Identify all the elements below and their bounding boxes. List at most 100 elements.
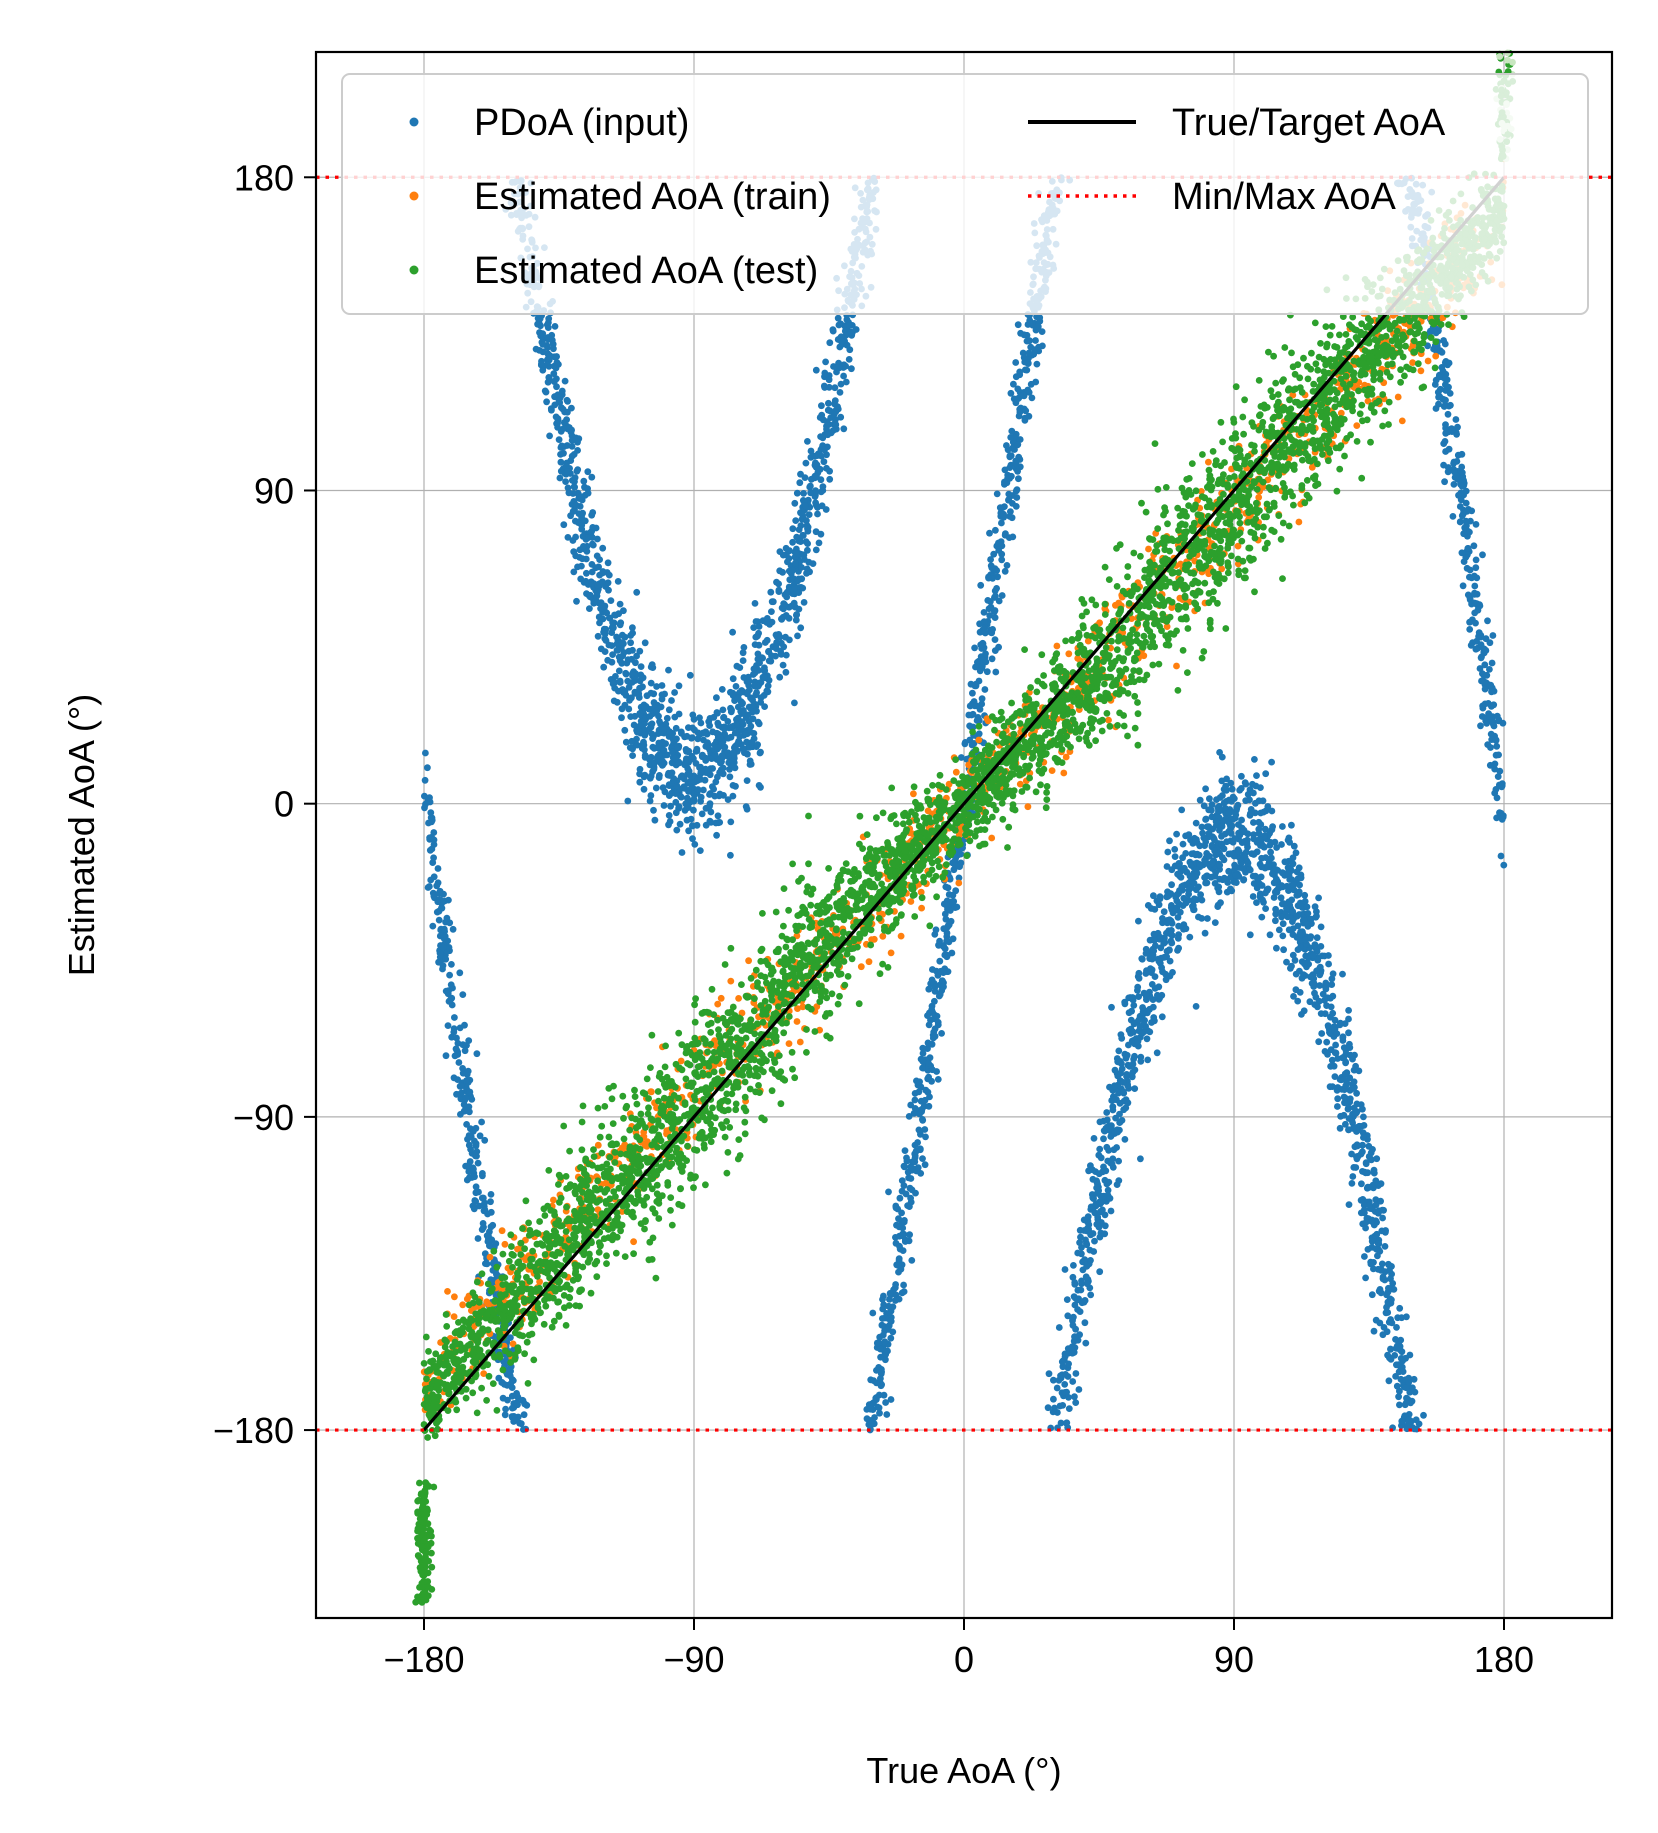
pdoa-point bbox=[1488, 659, 1496, 667]
pdoa-point bbox=[468, 1096, 476, 1103]
pdoa-point bbox=[1477, 722, 1484, 730]
pdoa-point bbox=[1015, 475, 1022, 483]
pdoa-point bbox=[1202, 785, 1209, 793]
pdoa-point bbox=[1280, 946, 1287, 954]
pdoa-point bbox=[1015, 412, 1023, 420]
pdoa-point bbox=[889, 1328, 897, 1336]
pdoa-point bbox=[1273, 944, 1280, 952]
pdoa-point bbox=[949, 891, 957, 899]
pdoa-point bbox=[931, 983, 939, 991]
pdoa-point bbox=[455, 1059, 463, 1066]
pdoa-point bbox=[1379, 1331, 1387, 1339]
pdoa-point bbox=[1360, 1134, 1367, 1141]
pdoa-point bbox=[1012, 503, 1020, 510]
pdoa-point bbox=[969, 689, 976, 697]
pdoa-point bbox=[814, 510, 821, 518]
pdoa-point bbox=[993, 490, 1001, 498]
pdoa-point bbox=[1075, 1386, 1083, 1393]
pdoa-point bbox=[1340, 1093, 1348, 1101]
pdoa-point bbox=[1214, 884, 1222, 892]
pdoa-point bbox=[1357, 1196, 1365, 1204]
pdoa-point bbox=[1366, 1201, 1374, 1209]
pdoa-point bbox=[1352, 1164, 1360, 1171]
pdoa-point bbox=[838, 337, 845, 345]
pdoa-point bbox=[470, 1165, 477, 1173]
pdoa-point bbox=[633, 588, 641, 596]
pdoa-point bbox=[1013, 494, 1021, 501]
pdoa-point bbox=[1123, 1073, 1130, 1080]
pdoa-point bbox=[983, 668, 991, 676]
pdoa-point bbox=[1339, 970, 1346, 978]
pdoa-point bbox=[1129, 994, 1136, 1001]
pdoa-point bbox=[1158, 1013, 1166, 1021]
pdoa-point bbox=[472, 1183, 480, 1191]
pdoa-point bbox=[815, 539, 823, 547]
pdoa-point bbox=[471, 1173, 478, 1181]
pdoa-point bbox=[729, 675, 737, 683]
pdoa-point bbox=[1466, 573, 1473, 581]
pdoa-point bbox=[618, 705, 626, 713]
pdoa-point bbox=[1387, 1345, 1394, 1353]
pdoa-point bbox=[812, 546, 820, 554]
pdoa-point bbox=[878, 1321, 886, 1329]
pdoa-point bbox=[636, 647, 644, 655]
pdoa-point bbox=[1266, 931, 1274, 939]
pdoa-point bbox=[1253, 899, 1260, 906]
pdoa-point bbox=[789, 525, 797, 533]
pdoa-point bbox=[816, 414, 824, 421]
pdoa-point bbox=[464, 1107, 472, 1115]
pdoa-point bbox=[618, 714, 625, 722]
pdoa-point bbox=[1017, 329, 1024, 337]
pdoa-point bbox=[579, 555, 586, 563]
pdoa-point bbox=[1027, 380, 1035, 388]
pdoa-point bbox=[1296, 989, 1304, 996]
pdoa-point bbox=[1095, 1223, 1103, 1231]
pdoa-point bbox=[1440, 337, 1447, 344]
pdoa-point bbox=[934, 1021, 942, 1029]
pdoa-point bbox=[625, 647, 633, 655]
pdoa-point bbox=[1325, 960, 1332, 968]
pdoa-point bbox=[1155, 901, 1163, 909]
pdoa-point bbox=[1268, 807, 1276, 815]
pdoa-point bbox=[1240, 876, 1248, 883]
pdoa-point bbox=[1150, 930, 1158, 938]
pdoa-point bbox=[1106, 1194, 1114, 1202]
pdoa-point bbox=[629, 670, 636, 678]
pdoa-point bbox=[1493, 712, 1501, 720]
pdoa-point bbox=[1186, 933, 1194, 941]
pdoa-point bbox=[640, 785, 648, 793]
pdoa-point bbox=[650, 765, 658, 773]
train-point bbox=[1173, 662, 1180, 670]
pdoa-point bbox=[931, 931, 939, 938]
pdoa-point bbox=[1466, 528, 1473, 536]
pdoa-point bbox=[1385, 1260, 1392, 1268]
pdoa-point bbox=[709, 765, 716, 772]
pdoa-point bbox=[560, 521, 568, 529]
pdoa-point bbox=[904, 1202, 911, 1209]
pdoa-point bbox=[457, 1111, 464, 1118]
pdoa-point bbox=[562, 478, 569, 485]
pdoa-point bbox=[546, 432, 553, 440]
pdoa-point bbox=[1231, 866, 1238, 873]
pdoa-point bbox=[1166, 837, 1173, 845]
pdoa-point bbox=[998, 592, 1006, 599]
pdoa-point bbox=[1089, 1175, 1097, 1183]
pdoa-point bbox=[1150, 1014, 1158, 1021]
pdoa-point bbox=[1269, 823, 1276, 830]
pdoa-point bbox=[1174, 947, 1181, 954]
pdoa-point bbox=[1381, 1243, 1389, 1250]
pdoa-point bbox=[813, 473, 820, 480]
pdoa-point bbox=[949, 935, 957, 943]
pdoa-point bbox=[1279, 823, 1286, 830]
pdoa-point bbox=[1435, 373, 1443, 381]
pdoa-point bbox=[1385, 1284, 1392, 1292]
pdoa-point bbox=[729, 763, 737, 771]
pdoa-point bbox=[599, 568, 607, 575]
pdoa-point bbox=[686, 671, 694, 679]
pdoa-point bbox=[463, 1121, 470, 1128]
pdoa-point bbox=[1055, 1376, 1063, 1384]
pdoa-point bbox=[543, 361, 551, 369]
pdoa-point bbox=[1298, 1011, 1305, 1018]
pdoa-point bbox=[1166, 946, 1173, 954]
pdoa-point bbox=[609, 651, 616, 658]
